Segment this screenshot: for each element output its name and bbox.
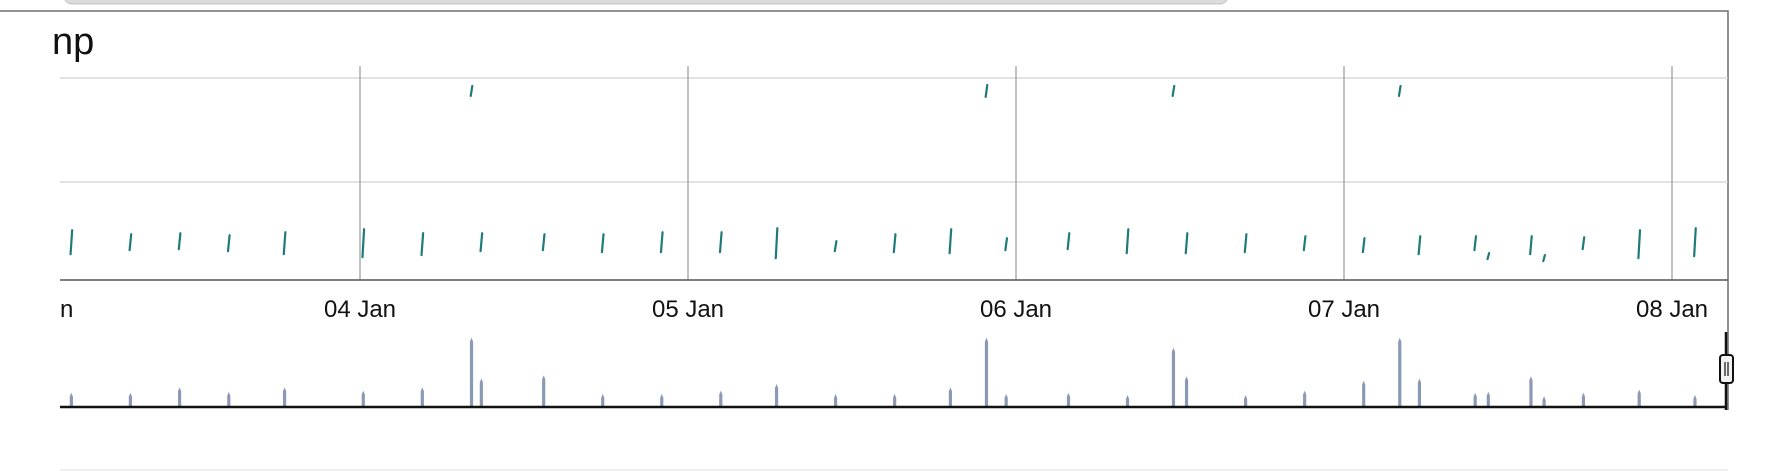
navigator-bar	[719, 390, 723, 406]
data-point[interactable]	[1417, 235, 1422, 256]
navigator-bar	[984, 337, 989, 406]
data-point[interactable]	[1486, 252, 1491, 261]
navigator-bar	[1529, 376, 1533, 406]
x-tick-label: 06 Jan	[980, 296, 1052, 323]
data-point[interactable]	[892, 233, 897, 254]
plot-marks	[69, 83, 1697, 263]
navigator-bar	[1542, 396, 1546, 406]
navigator-bar	[1303, 390, 1307, 406]
data-point[interactable]	[1397, 84, 1402, 98]
data-point[interactable]	[1243, 233, 1248, 254]
data-point[interactable]	[226, 234, 231, 253]
navigator-bar	[1581, 392, 1586, 406]
top-scrollbar[interactable]	[64, 0, 1228, 5]
navigator-bar	[834, 393, 838, 406]
data-point[interactable]	[948, 228, 953, 255]
navigator-bar	[1244, 395, 1248, 406]
navigator-bar	[69, 392, 73, 406]
navigator-bar	[1398, 337, 1402, 406]
navigator-bar	[1125, 395, 1130, 406]
chart-frame	[0, 10, 1729, 410]
navigator-bar	[227, 391, 231, 406]
data-point[interactable]	[479, 232, 484, 253]
navigator-bar	[1362, 380, 1366, 406]
navigator-bar	[948, 387, 952, 406]
x-tick-label: 08 Jan	[1636, 296, 1708, 323]
navigator-bar	[1171, 347, 1176, 406]
navigator-bar	[420, 387, 424, 406]
data-point[interactable]	[1066, 232, 1071, 251]
plot-grid	[60, 66, 1728, 280]
navigator-bar	[774, 384, 779, 406]
data-point[interactable]	[718, 231, 723, 254]
data-point[interactable]	[774, 227, 779, 260]
chart-title: np	[52, 21, 94, 63]
navigator-bar	[282, 387, 287, 406]
data-point[interactable]	[1302, 235, 1307, 252]
data-point[interactable]	[1171, 84, 1176, 98]
navigator-bar	[660, 393, 664, 406]
data-point[interactable]	[541, 233, 546, 252]
data-point[interactable]	[1184, 232, 1189, 255]
data-point[interactable]	[600, 233, 605, 254]
navigator-bar	[361, 390, 365, 406]
data-point[interactable]	[420, 232, 425, 257]
data-point[interactable]	[1361, 237, 1366, 254]
data-point[interactable]	[69, 229, 74, 256]
x-tick-label: 05 Jan	[652, 296, 724, 323]
x-tick-label: 07 Jan	[1308, 296, 1380, 323]
navigator-bar	[1066, 392, 1071, 406]
navigator-bar	[1417, 378, 1422, 406]
navigator-bar	[893, 393, 897, 406]
data-point[interactable]	[1542, 254, 1546, 263]
navigator-handle-right[interactable]	[1719, 354, 1734, 384]
data-point[interactable]	[984, 83, 989, 99]
navigator-bar	[542, 375, 546, 406]
data-point[interactable]	[282, 231, 287, 256]
data-point[interactable]	[1125, 228, 1130, 255]
data-point[interactable]	[1529, 235, 1533, 256]
navigator-bar	[128, 392, 132, 406]
navigator-bar	[1473, 392, 1477, 406]
data-point[interactable]	[1004, 237, 1009, 252]
navigator-bar	[1004, 393, 1008, 406]
data-point[interactable]	[1637, 229, 1642, 260]
x-tick-label: n	[60, 296, 73, 323]
data-point[interactable]	[1473, 235, 1478, 252]
x-tick-labels: n 04 Jan 05 Jan 06 Jan 07 Jan 08 Jan	[60, 296, 1708, 323]
navigator-bar	[1637, 389, 1641, 406]
data-point[interactable]	[128, 233, 133, 252]
data-point[interactable]	[833, 240, 838, 253]
navigator-bar	[601, 393, 605, 406]
navigator-bar	[479, 378, 483, 406]
data-point[interactable]	[1581, 236, 1586, 251]
navigator[interactable]	[69, 337, 1697, 406]
navigator-bar	[178, 387, 182, 406]
x-tick-label: 04 Jan	[324, 296, 396, 323]
data-point[interactable]	[659, 231, 664, 254]
navigator-bar	[1486, 391, 1490, 406]
navigator-bar	[1693, 395, 1697, 406]
data-point[interactable]	[361, 228, 366, 259]
data-point[interactable]	[177, 232, 182, 251]
navigator-bar	[1184, 376, 1189, 406]
navigator-bar	[469, 337, 474, 406]
data-point[interactable]	[469, 84, 474, 98]
data-point[interactable]	[1693, 227, 1697, 258]
